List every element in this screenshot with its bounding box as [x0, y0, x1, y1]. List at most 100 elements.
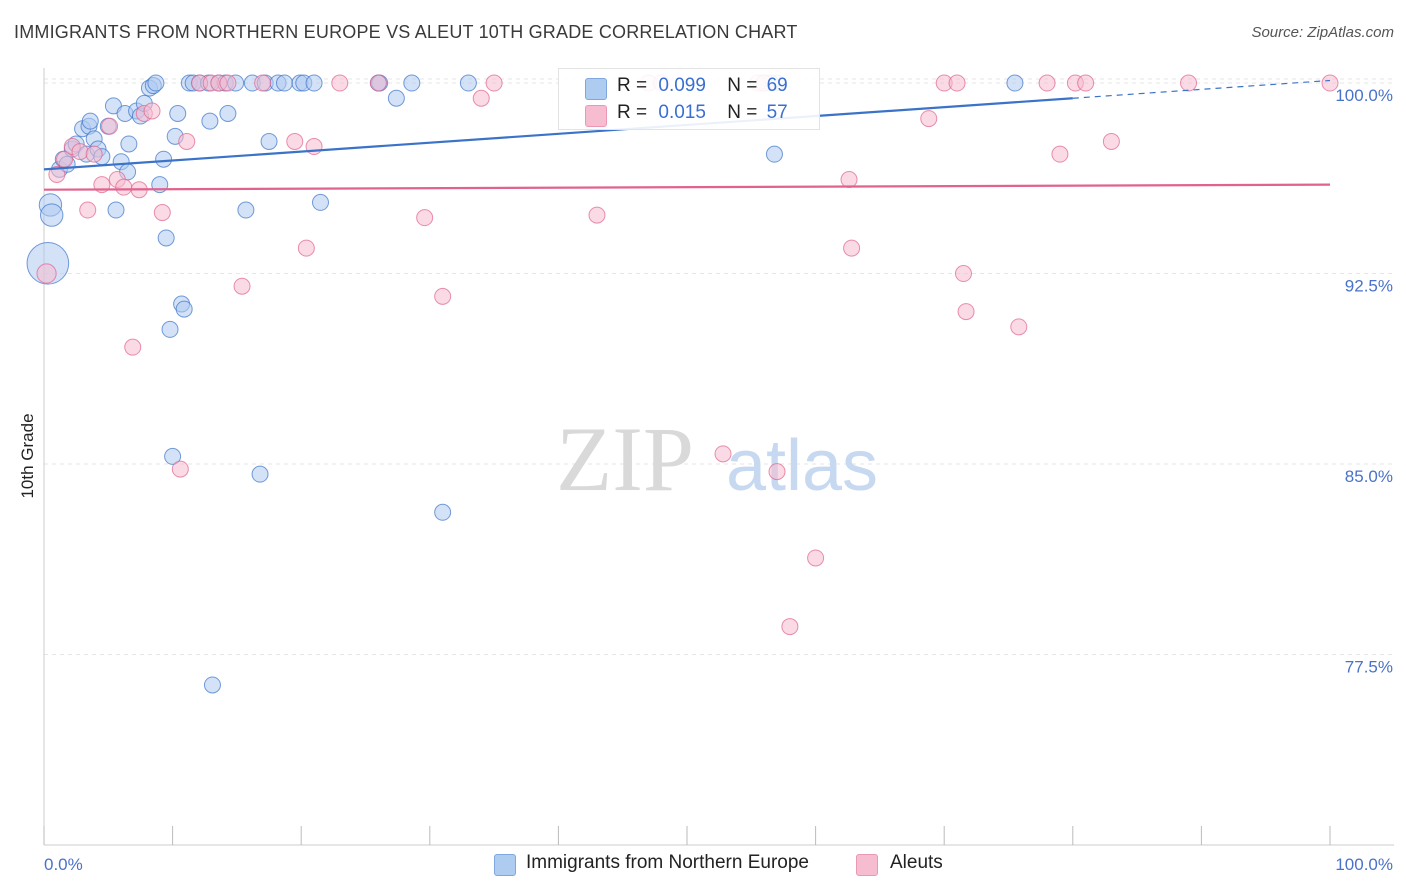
point-northern-europe [81, 112, 99, 130]
point-northern-europe [275, 74, 293, 92]
r-value-aleuts: 0.015 [658, 102, 706, 123]
point-aleuts [297, 239, 315, 257]
trend-lines [43, 79, 1331, 191]
point-aleuts [472, 89, 490, 107]
bottom-legend-swatch-blue [494, 854, 516, 876]
point-northern-europe [107, 201, 125, 219]
point-aleuts [48, 165, 66, 183]
tick-labels: 100.0% 92.5% 85.0% 77.5% 0.0% 100.0% [44, 86, 1393, 874]
bottom-legend-label-northern-europe: Immigrants from Northern Europe [526, 852, 809, 873]
point-northern-europe [237, 201, 255, 219]
source-label: Source: ZipAtlas.com [1251, 24, 1394, 41]
legend-row-aleuts: R = 0.015 N = 57 [585, 102, 788, 127]
bottom-legend-label-aleuts: Aleuts [890, 852, 943, 873]
point-aleuts [714, 445, 732, 463]
n-value-northern-europe: 69 [766, 75, 788, 96]
point-northern-europe [40, 203, 64, 227]
r-label: R = [617, 102, 648, 123]
point-aleuts [219, 74, 237, 92]
n-label: N = [727, 75, 758, 96]
bottom-legend-swatch-pink [856, 854, 878, 876]
point-aleuts [85, 145, 103, 163]
point-aleuts [171, 460, 189, 478]
y-tick-label: 92.5% [1345, 277, 1393, 296]
point-aleuts [768, 463, 786, 481]
watermark-atlas: atlas [726, 426, 878, 506]
point-northern-europe [1006, 74, 1024, 92]
point-northern-europe [305, 74, 323, 92]
data-points [26, 74, 1339, 694]
point-aleuts [1010, 318, 1028, 336]
trend-line-extension [1072, 79, 1331, 99]
point-aleuts [920, 110, 938, 128]
trend-line-northern-europe [43, 97, 1073, 171]
chart-title: IMMIGRANTS FROM NORTHERN EUROPE VS ALEUT… [14, 22, 798, 42]
point-northern-europe [201, 112, 219, 130]
n-value-aleuts: 57 [766, 102, 788, 123]
point-aleuts [233, 277, 251, 295]
point-aleuts [331, 74, 349, 92]
point-aleuts [143, 102, 161, 120]
point-aleuts [416, 209, 434, 227]
point-northern-europe [203, 676, 221, 694]
point-northern-europe [765, 145, 783, 163]
point-northern-europe [169, 104, 187, 122]
point-northern-europe [219, 104, 237, 122]
point-aleuts [840, 171, 858, 189]
point-aleuts [434, 287, 452, 305]
point-northern-europe [251, 465, 269, 483]
point-northern-europe [260, 132, 278, 150]
point-aleuts [124, 338, 142, 356]
y-tick-label: 85.0% [1345, 467, 1393, 486]
point-northern-europe [120, 135, 138, 153]
point-aleuts [115, 178, 133, 196]
gridlines [44, 78, 1394, 656]
point-northern-europe [387, 89, 405, 107]
point-aleuts [957, 303, 975, 321]
point-northern-europe [155, 150, 173, 168]
point-aleuts [807, 549, 825, 567]
point-aleuts [1180, 74, 1198, 92]
point-aleuts [1038, 74, 1056, 92]
x-tick-label-max: 100.0% [1335, 855, 1393, 874]
point-aleuts [178, 132, 196, 150]
point-aleuts [485, 74, 503, 92]
bottom-legend-aleuts: Aleuts [856, 852, 943, 876]
point-aleuts [588, 206, 606, 224]
point-northern-europe [157, 229, 175, 247]
point-aleuts [254, 74, 272, 92]
point-northern-europe [175, 300, 193, 318]
point-aleuts [1077, 74, 1095, 92]
point-northern-europe [311, 193, 329, 211]
point-aleuts [36, 263, 57, 284]
correlation-legend: R = 0.099 N = 69 R = 0.015 N = 57 [558, 68, 820, 130]
point-aleuts [71, 143, 89, 161]
r-label: R = [617, 75, 648, 96]
legend-swatch-pink [585, 105, 607, 127]
point-aleuts [948, 74, 966, 92]
point-aleuts [101, 117, 119, 135]
legend-row-northern-europe: R = 0.099 N = 69 [585, 75, 788, 100]
x-tick-label-min: 0.0% [44, 855, 83, 874]
point-aleuts [1321, 74, 1339, 92]
y-tick-label: 77.5% [1345, 658, 1393, 677]
point-aleuts [369, 74, 387, 92]
bottom-legend-northern-europe: Immigrants from Northern Europe [494, 852, 809, 876]
point-aleuts [79, 201, 97, 219]
point-aleuts [843, 239, 861, 257]
watermark-zip: ZIP [556, 408, 694, 510]
trend-line-aleuts [43, 183, 1331, 191]
point-aleuts [781, 618, 799, 636]
point-northern-europe [147, 74, 165, 92]
y-tick-label: 100.0% [1335, 86, 1393, 105]
point-northern-europe [434, 503, 452, 521]
point-aleuts [1051, 145, 1069, 163]
point-northern-europe [161, 320, 179, 338]
legend-swatch-blue [585, 78, 607, 100]
point-aleuts [954, 265, 972, 283]
point-aleuts [1102, 132, 1120, 150]
watermark: ZIP atlas [556, 408, 878, 510]
n-label: N = [727, 102, 758, 123]
point-aleuts [153, 204, 171, 222]
